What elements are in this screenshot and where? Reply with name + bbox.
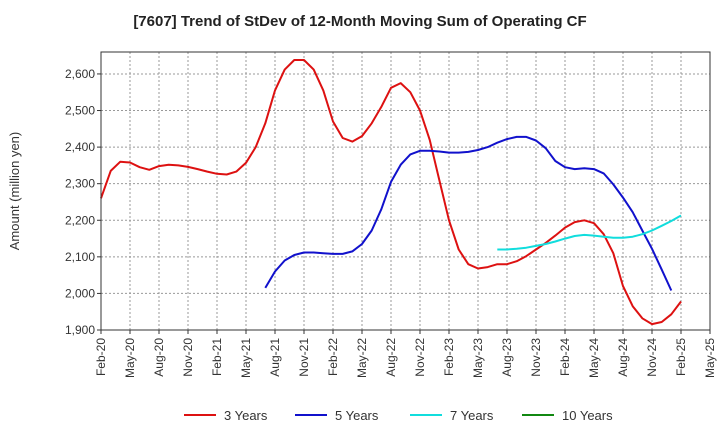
plot-area xyxy=(101,52,710,330)
x-tick-label: Aug-22 xyxy=(384,338,398,377)
x-tick-label: Feb-23 xyxy=(442,338,456,376)
series-line-5-years xyxy=(264,135,673,291)
x-tick-label: Feb-24 xyxy=(558,338,572,376)
y-tick-label: 1,900 xyxy=(65,323,95,337)
legend: 3 Years 5 Years 7 Years 10 Years xyxy=(184,408,613,423)
chart-title: [7607] Trend of StDev of 12-Month Moving… xyxy=(133,13,587,30)
x-tick-label: May-21 xyxy=(239,338,253,378)
x-tick-label: Feb-20 xyxy=(94,338,108,376)
y-tick-label: 2,400 xyxy=(65,140,95,154)
y-tick-label: 2,200 xyxy=(65,213,95,227)
y-tick-label: 2,500 xyxy=(65,104,95,118)
y-tick-label: 2,300 xyxy=(65,177,95,191)
x-tick-label: Nov-23 xyxy=(529,338,543,377)
x-tick-label: May-25 xyxy=(703,338,717,378)
legend-label: 3 Years xyxy=(224,408,268,423)
y-tick-label: 2,000 xyxy=(65,286,95,300)
x-tick-label: Nov-20 xyxy=(181,338,195,377)
x-tick-label: Feb-21 xyxy=(210,338,224,376)
x-tick-label: Aug-20 xyxy=(152,338,166,377)
legend-label: 7 Years xyxy=(450,408,494,423)
x-tick-label: Feb-25 xyxy=(674,338,688,376)
y-tick-label: 2,100 xyxy=(65,250,95,264)
axes: 1,900 2,000 2,100 2,200 2,300 2,400 2,500 2,600… xyxy=(65,51,717,378)
x-tick-label: May-20 xyxy=(123,338,137,378)
x-tick-label: Nov-21 xyxy=(297,338,311,377)
series-line-7-years xyxy=(497,214,682,251)
plot-background xyxy=(101,52,710,330)
series-lines xyxy=(100,59,682,326)
x-tick-label: May-24 xyxy=(587,338,601,378)
y-axis-label: Amount (million yen) xyxy=(7,132,22,251)
x-tick-label: May-23 xyxy=(471,338,485,378)
x-tick-label: May-22 xyxy=(355,338,369,378)
x-tick-label: Aug-24 xyxy=(616,338,630,377)
plot-border xyxy=(100,51,711,331)
x-tick-label: Aug-23 xyxy=(500,338,514,377)
y-tick-label: 2,600 xyxy=(65,67,95,81)
x-tick-label: Aug-21 xyxy=(268,338,282,377)
legend-label: 10 Years xyxy=(562,408,613,423)
x-tick-label: Nov-24 xyxy=(645,338,659,377)
legend-label: 5 Years xyxy=(335,408,379,423)
series-line-3-years xyxy=(100,59,682,326)
x-tick-label: Nov-22 xyxy=(413,338,427,377)
x-tick-label: Feb-22 xyxy=(326,338,340,376)
